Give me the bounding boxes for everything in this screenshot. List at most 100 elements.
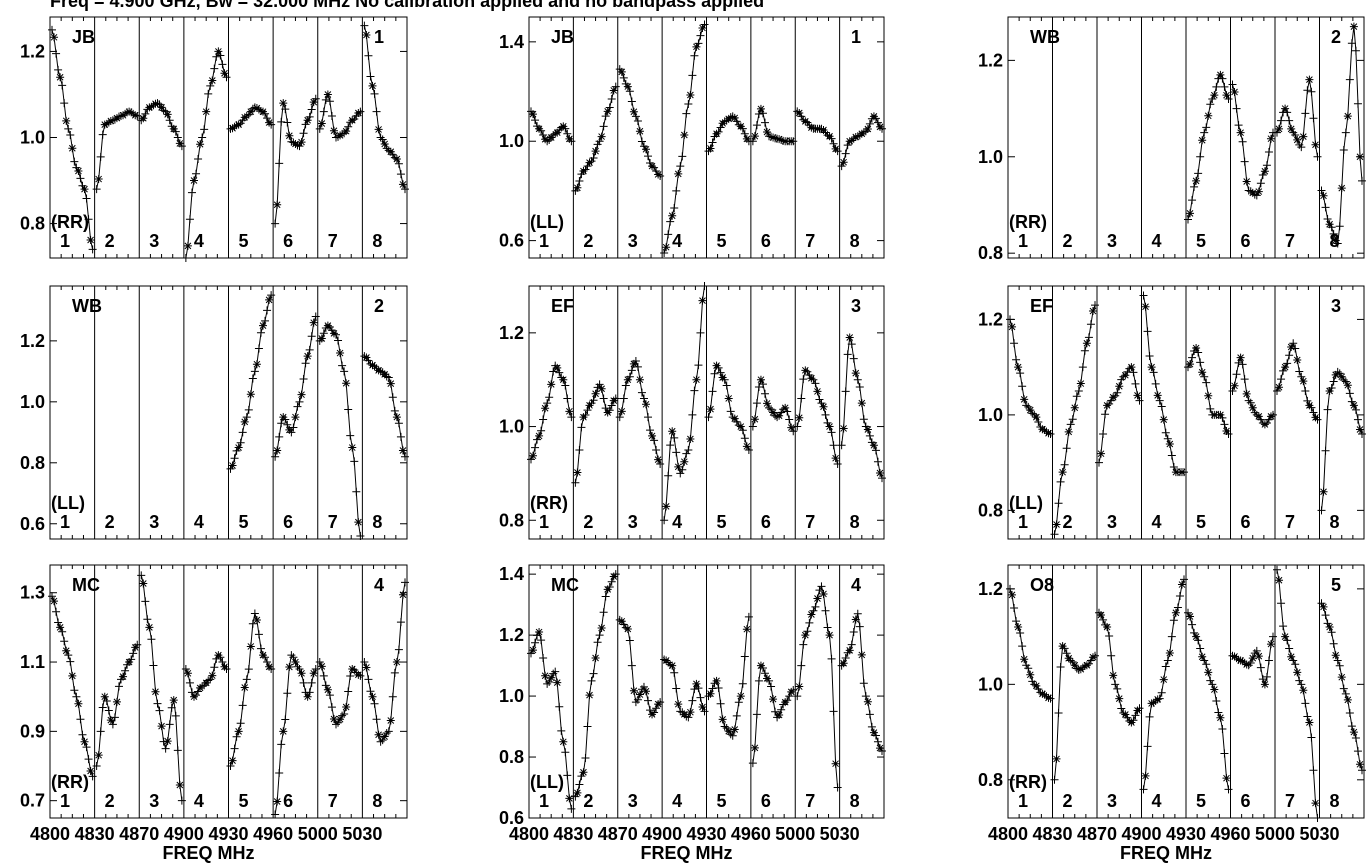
data-point <box>1020 395 1029 404</box>
data-point <box>1353 99 1362 108</box>
data-point <box>283 118 292 127</box>
data-point <box>1299 132 1308 141</box>
data-point <box>356 531 365 540</box>
data-point <box>1026 670 1035 679</box>
data-point <box>336 715 345 724</box>
data-point <box>246 642 255 651</box>
data-point <box>756 375 765 384</box>
data-point <box>1321 446 1330 455</box>
data-point <box>86 235 95 244</box>
data-point <box>1206 676 1215 685</box>
data-point <box>70 157 79 166</box>
data-point <box>1323 619 1332 628</box>
data-point <box>1331 236 1340 245</box>
data-point <box>567 413 576 422</box>
data-point <box>561 124 570 133</box>
spectral-window-label: 3 <box>149 512 159 532</box>
data-point <box>226 762 235 771</box>
data-point <box>841 149 850 158</box>
data-point <box>1347 397 1356 406</box>
data-point <box>1333 239 1342 248</box>
data-point <box>1159 675 1168 684</box>
baseline-label: WB <box>1030 27 1060 47</box>
data-point <box>64 651 73 660</box>
data-point <box>167 703 176 712</box>
data-point <box>1351 405 1360 414</box>
data-point <box>1317 506 1326 515</box>
data-point <box>760 118 769 127</box>
data-point <box>541 135 550 144</box>
data-point <box>380 139 389 148</box>
data-point <box>112 697 121 706</box>
data-point <box>1008 590 1017 599</box>
data-point <box>291 139 300 148</box>
data-point <box>208 671 217 680</box>
data-point <box>1103 623 1112 632</box>
data-point <box>254 630 263 639</box>
data-point <box>603 585 612 594</box>
data-point <box>639 394 648 403</box>
data-point <box>787 687 796 696</box>
data-point <box>607 94 616 103</box>
data-point <box>563 771 572 780</box>
data-point <box>98 703 107 712</box>
data-point <box>1307 733 1316 742</box>
spectral-window-label: 7 <box>328 512 338 532</box>
data-point <box>1232 370 1241 379</box>
data-point <box>222 73 231 82</box>
data-point <box>593 638 602 647</box>
data-point <box>401 452 409 461</box>
data-line <box>708 364 750 451</box>
data-point <box>1163 656 1172 665</box>
data-point <box>277 419 286 428</box>
data-point <box>287 651 296 660</box>
data-point <box>1327 628 1336 637</box>
y-tick-label: 1.4 <box>499 32 524 52</box>
data-point <box>1194 169 1203 178</box>
data-point <box>177 796 186 805</box>
data-point <box>1032 681 1041 690</box>
data-point <box>629 359 638 368</box>
data-point <box>728 731 737 740</box>
x-tick-label: 5030 <box>342 824 382 844</box>
data-point <box>758 663 767 672</box>
data-point <box>1046 429 1055 438</box>
data-point <box>775 411 784 420</box>
data-point <box>863 425 872 434</box>
data-point <box>230 454 239 463</box>
data-line <box>1232 84 1274 196</box>
data-point <box>78 181 87 190</box>
data-point <box>726 730 735 739</box>
plot-panel: 0.8 1.0 1.2 1 2 3 4 5 6 7 8 EF 3 (LL) <box>978 285 1366 540</box>
data-point <box>595 631 604 640</box>
data-point <box>692 42 701 51</box>
data-point <box>1273 387 1281 396</box>
data-point <box>1018 382 1027 391</box>
data-point <box>1355 425 1364 434</box>
data-line <box>1187 73 1229 220</box>
data-point <box>1349 728 1358 737</box>
data-point <box>1060 644 1069 653</box>
data-point <box>1105 399 1114 408</box>
data-point <box>787 423 796 432</box>
data-point <box>1088 653 1097 662</box>
data-point <box>871 114 880 123</box>
data-point <box>311 94 320 103</box>
baseline-label: MC <box>72 575 100 595</box>
data-point <box>859 679 868 688</box>
x-tick-label: 4870 <box>119 824 159 844</box>
data-point <box>599 608 608 617</box>
data-point <box>583 722 592 731</box>
data-point <box>633 362 642 371</box>
spectral-window-label: 4 <box>1152 512 1162 532</box>
data-point <box>533 435 542 444</box>
data-point <box>1206 100 1215 109</box>
data-line <box>1321 26 1363 245</box>
data-point <box>301 359 310 368</box>
data-point <box>368 692 377 701</box>
data-point <box>246 107 255 116</box>
data-point <box>539 415 548 424</box>
data-point <box>817 582 826 591</box>
data-point <box>543 399 552 408</box>
